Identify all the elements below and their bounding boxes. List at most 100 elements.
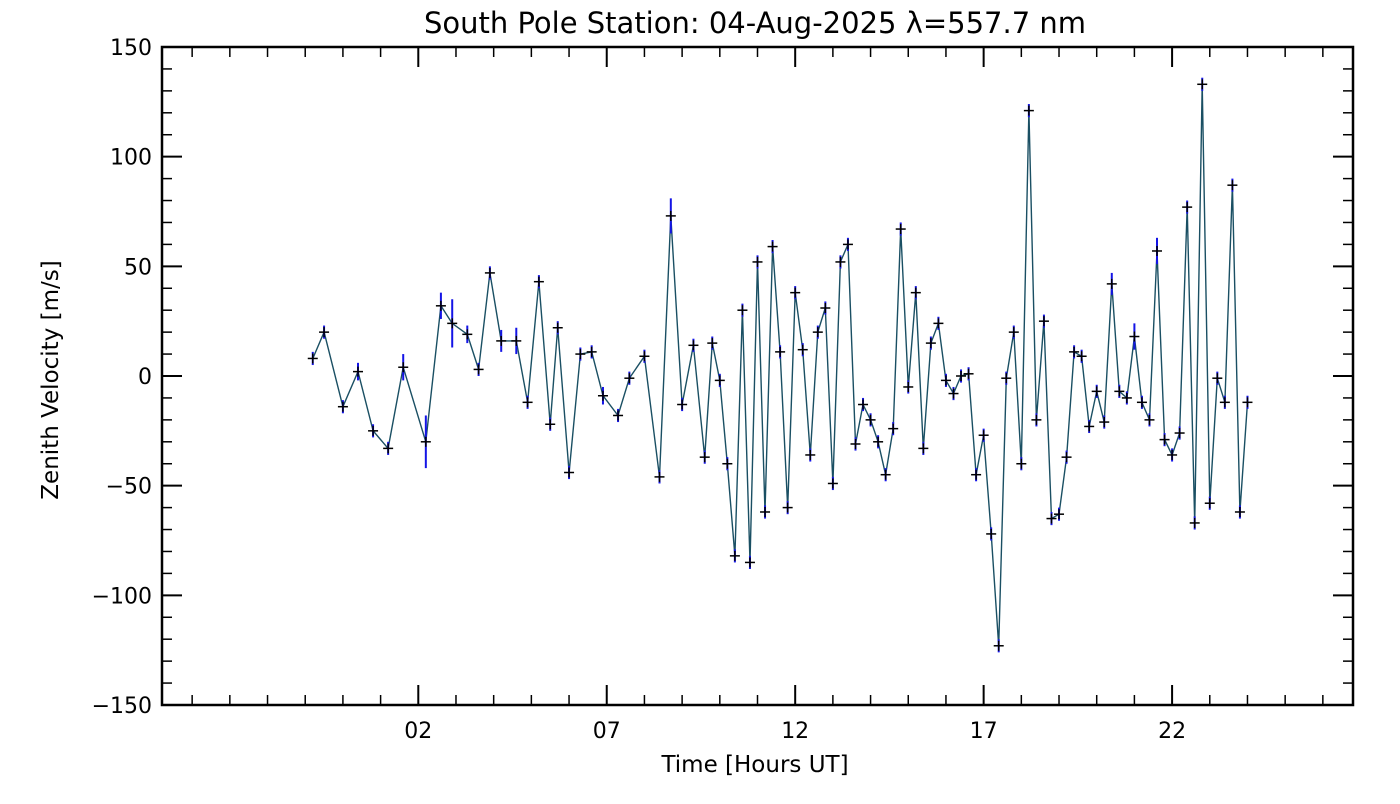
series-line bbox=[312, 84, 1249, 646]
data-point bbox=[1054, 509, 1065, 520]
plot-frame bbox=[160, 45, 1355, 707]
x-tick-label: 12 bbox=[781, 719, 809, 744]
data-point bbox=[522, 397, 533, 408]
y-tick-label: −100 bbox=[92, 584, 152, 609]
data-point bbox=[707, 338, 718, 349]
data-point bbox=[971, 469, 982, 480]
series-line-layer bbox=[312, 84, 1249, 646]
data-point bbox=[1219, 397, 1230, 408]
data-point bbox=[1008, 327, 1019, 338]
data-point bbox=[383, 443, 394, 454]
data-point bbox=[1114, 386, 1125, 397]
axes bbox=[160, 45, 1355, 707]
data-point bbox=[1212, 373, 1223, 384]
data-point bbox=[760, 506, 771, 517]
data-point bbox=[1242, 397, 1253, 408]
x-axis-label: Time [Hours UT] bbox=[660, 752, 848, 778]
data-point bbox=[352, 366, 363, 377]
data-point bbox=[545, 419, 556, 430]
data-point bbox=[1084, 421, 1095, 432]
y-tick-label: 100 bbox=[110, 146, 152, 171]
data-point bbox=[858, 399, 869, 410]
data-point bbox=[888, 423, 899, 434]
data-point bbox=[1152, 245, 1163, 256]
data-point bbox=[1001, 373, 1012, 384]
data-point bbox=[956, 371, 967, 381]
y-tick-label: 0 bbox=[138, 365, 152, 390]
data-point bbox=[1136, 397, 1147, 408]
data-point bbox=[790, 287, 801, 298]
data-point bbox=[654, 471, 665, 482]
y-axis-label: Zenith Velocity [m/s] bbox=[38, 260, 64, 499]
data-point bbox=[812, 327, 823, 338]
data-point bbox=[752, 256, 763, 267]
data-point bbox=[940, 375, 951, 386]
data-point bbox=[880, 469, 891, 480]
data-point bbox=[918, 443, 929, 454]
data-point bbox=[1182, 202, 1193, 213]
data-point bbox=[933, 318, 944, 329]
data-point bbox=[533, 276, 544, 287]
data-point bbox=[1061, 452, 1072, 463]
data-point bbox=[552, 322, 563, 333]
data-point bbox=[737, 305, 748, 316]
data-point bbox=[597, 390, 608, 401]
data-point bbox=[1227, 180, 1238, 191]
data-point bbox=[797, 344, 808, 355]
tick-label-layer: −150 −100 −50 0 50 100 150 02 07 12 17 22 bbox=[92, 36, 1187, 744]
data-point bbox=[462, 329, 473, 340]
data-point bbox=[307, 353, 318, 364]
data-point bbox=[1204, 498, 1215, 509]
data-point bbox=[1076, 351, 1087, 362]
data-point bbox=[903, 381, 914, 392]
data-point bbox=[496, 335, 507, 346]
data-point bbox=[639, 351, 650, 362]
y-tick-label: 150 bbox=[110, 36, 152, 61]
data-point bbox=[767, 241, 778, 252]
data-point bbox=[782, 502, 793, 513]
data-point bbox=[729, 550, 740, 561]
data-point bbox=[1234, 506, 1245, 517]
data-point bbox=[835, 256, 846, 267]
data-point bbox=[1121, 392, 1132, 403]
data-point bbox=[993, 640, 1004, 651]
data-point bbox=[337, 401, 348, 412]
data-point bbox=[1144, 414, 1155, 425]
data-point bbox=[368, 425, 379, 436]
data-point bbox=[420, 436, 431, 447]
data-point bbox=[447, 318, 458, 329]
x-tick-label: 07 bbox=[593, 719, 621, 744]
data-point bbox=[398, 362, 409, 373]
data-point bbox=[1197, 79, 1208, 90]
data-point bbox=[1091, 386, 1102, 397]
data-point bbox=[1167, 449, 1178, 460]
data-point bbox=[435, 300, 446, 311]
y-tick-label: −50 bbox=[106, 475, 152, 500]
data-point bbox=[665, 210, 676, 221]
data-point bbox=[1129, 331, 1140, 342]
data-point bbox=[613, 410, 624, 421]
data-point bbox=[744, 557, 755, 568]
data-point bbox=[827, 478, 838, 489]
x-tick-label: 22 bbox=[1158, 719, 1186, 744]
data-point bbox=[986, 528, 997, 539]
data-point bbox=[677, 399, 688, 410]
data-point bbox=[925, 338, 936, 349]
data-point bbox=[688, 340, 699, 351]
data-point bbox=[484, 267, 495, 278]
data-point bbox=[805, 449, 816, 460]
data-point bbox=[1038, 316, 1049, 327]
y-tick-label: −150 bbox=[92, 694, 152, 719]
data-point bbox=[1189, 517, 1200, 528]
data-point bbox=[1016, 458, 1027, 469]
data-point bbox=[722, 458, 733, 469]
data-point bbox=[1099, 417, 1110, 428]
x-tick-label: 17 bbox=[970, 719, 998, 744]
data-point bbox=[1069, 346, 1080, 357]
data-point bbox=[873, 436, 884, 447]
data-point bbox=[699, 452, 710, 463]
data-point bbox=[895, 224, 906, 235]
data-point bbox=[575, 349, 586, 360]
data-point bbox=[714, 375, 725, 386]
